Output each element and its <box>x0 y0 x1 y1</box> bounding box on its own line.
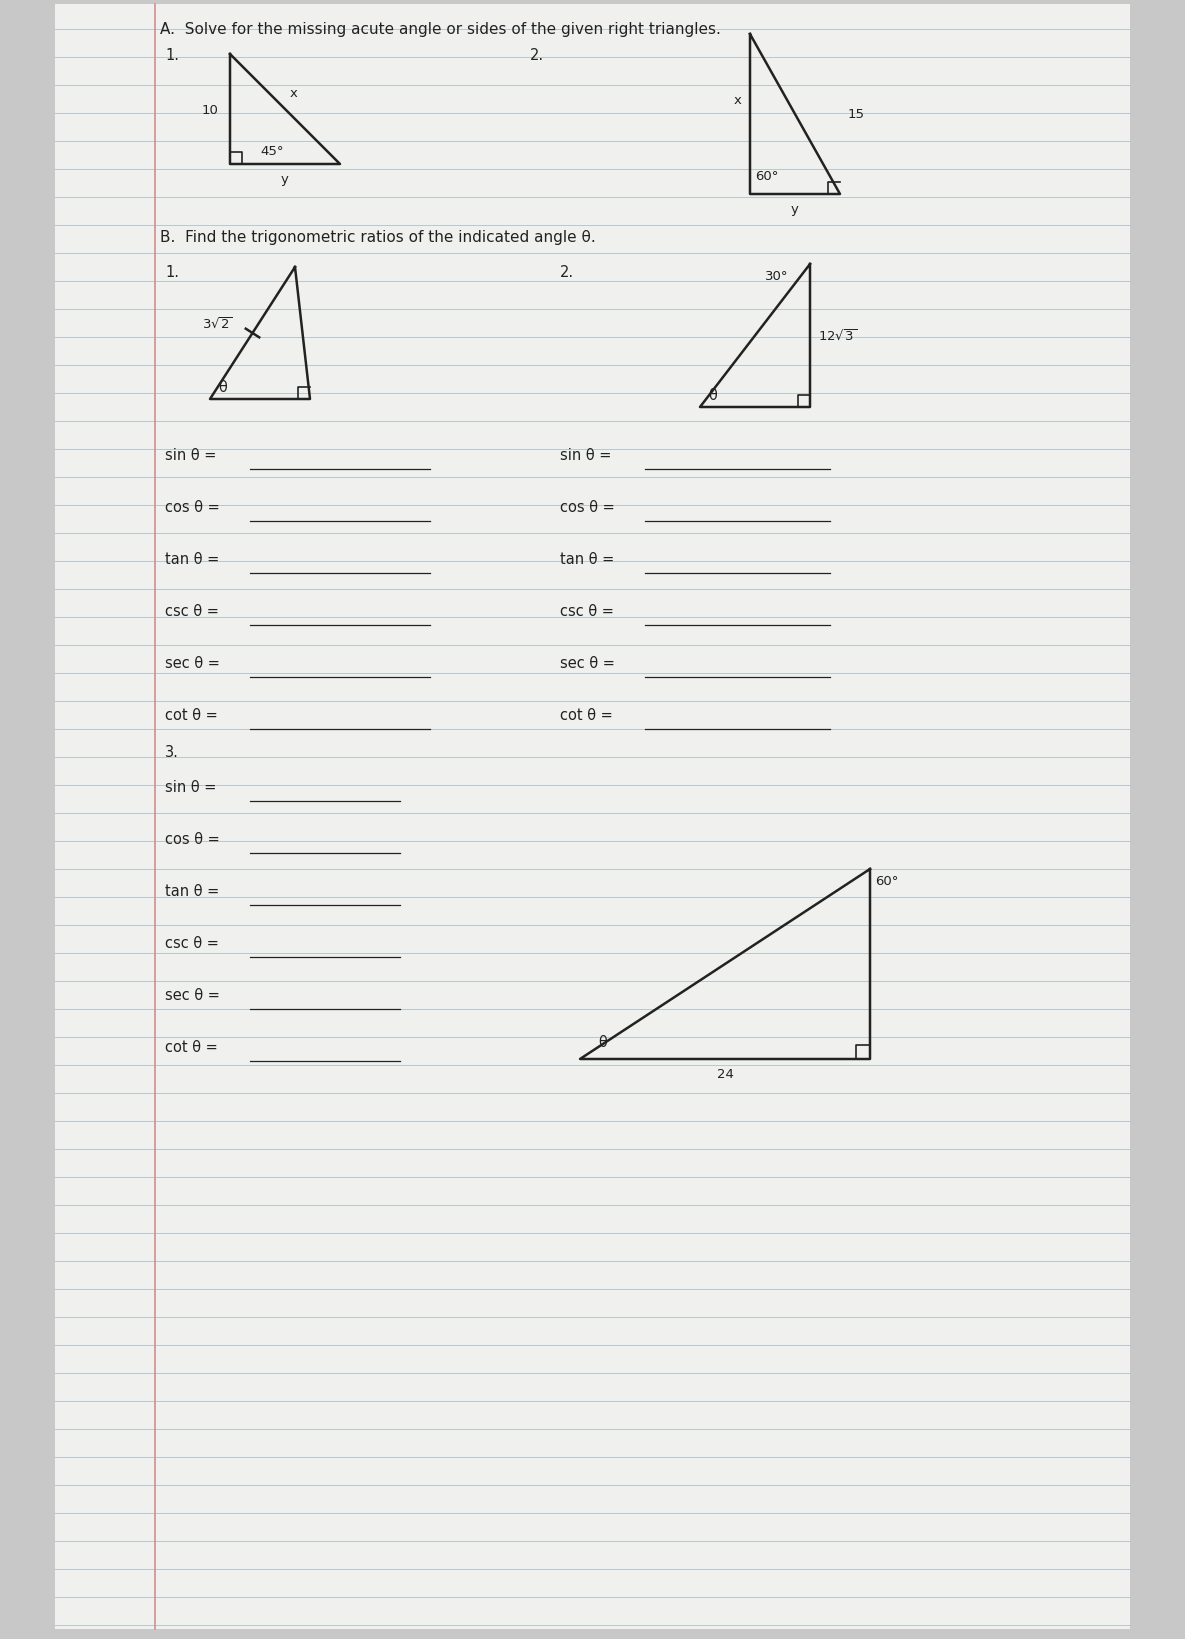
Text: 1.: 1. <box>165 266 179 280</box>
Text: tan θ =: tan θ = <box>165 552 224 567</box>
Text: 15: 15 <box>848 108 865 121</box>
Text: 60°: 60° <box>755 170 779 184</box>
Text: tan θ =: tan θ = <box>165 883 224 898</box>
Text: cot θ =: cot θ = <box>165 708 223 723</box>
Text: cos θ =: cos θ = <box>561 500 620 515</box>
Text: 10: 10 <box>201 103 218 116</box>
Text: csc θ =: csc θ = <box>165 603 224 618</box>
Text: cot θ =: cot θ = <box>165 1039 223 1054</box>
Text: cot θ =: cot θ = <box>561 708 617 723</box>
Text: x: x <box>290 87 297 100</box>
Text: 60°: 60° <box>875 875 898 887</box>
Text: θ: θ <box>218 380 226 395</box>
Text: cos θ =: cos θ = <box>165 500 224 515</box>
Text: 30°: 30° <box>766 270 788 284</box>
Text: $3\sqrt{2}$: $3\sqrt{2}$ <box>201 316 232 331</box>
Text: y: y <box>281 172 289 185</box>
Text: csc θ =: csc θ = <box>165 936 224 951</box>
Text: y: y <box>792 203 799 216</box>
Text: $12\sqrt{3}$: $12\sqrt{3}$ <box>818 329 857 344</box>
Text: 2.: 2. <box>530 48 544 62</box>
Text: 3.: 3. <box>165 744 179 759</box>
Text: sec θ =: sec θ = <box>561 656 620 670</box>
Text: 2.: 2. <box>561 266 574 280</box>
Text: 24: 24 <box>717 1067 734 1080</box>
Text: csc θ =: csc θ = <box>561 603 619 618</box>
Text: A.  Solve for the missing acute angle or sides of the given right triangles.: A. Solve for the missing acute angle or … <box>160 21 720 38</box>
Text: sec θ =: sec θ = <box>165 987 224 1003</box>
Text: x: x <box>735 93 742 107</box>
Text: 45°: 45° <box>260 144 283 157</box>
Text: sin θ =: sin θ = <box>561 447 616 462</box>
Text: cos θ =: cos θ = <box>165 831 224 846</box>
Text: sin θ =: sin θ = <box>165 780 220 795</box>
Text: tan θ =: tan θ = <box>561 552 619 567</box>
Text: 1.: 1. <box>165 48 179 62</box>
Text: sec θ =: sec θ = <box>165 656 224 670</box>
Text: sin θ =: sin θ = <box>165 447 220 462</box>
Text: B.  Find the trigonometric ratios of the indicated angle θ.: B. Find the trigonometric ratios of the … <box>160 229 596 244</box>
Text: θ: θ <box>707 388 717 403</box>
Text: θ: θ <box>598 1034 607 1049</box>
